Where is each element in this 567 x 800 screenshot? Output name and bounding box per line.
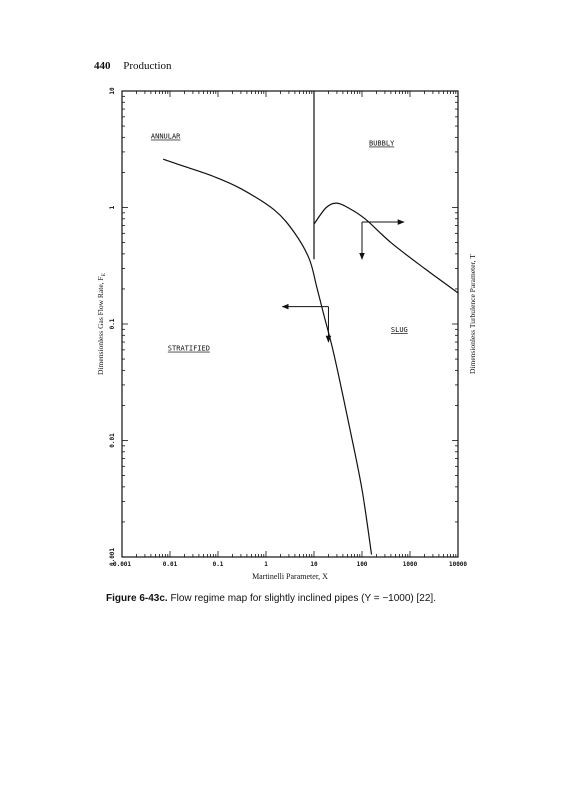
y-tick-label: 0.1 bbox=[109, 318, 116, 329]
page-number: 440 bbox=[94, 60, 111, 72]
boundary-curve-3 bbox=[313, 202, 459, 294]
section-title: Production bbox=[123, 60, 172, 72]
plot-area-border bbox=[121, 90, 459, 558]
figure-caption: Figure 6-43c. Flow regime map for slight… bbox=[106, 593, 436, 604]
y-axis-title-right: Dimensionless Turbulence Parameter, T bbox=[468, 254, 477, 374]
y-tick-label: 10 bbox=[109, 87, 116, 95]
x-tick-label: 0.01 bbox=[163, 561, 178, 568]
chart-frame bbox=[121, 90, 459, 558]
direction-arrows bbox=[281, 219, 405, 343]
x-tick-label: 1000 bbox=[403, 561, 418, 568]
y-tick-label: 0.001 bbox=[109, 548, 116, 566]
boundary-curve-1 bbox=[162, 158, 373, 555]
x-tick-label: 0.1 bbox=[213, 561, 224, 568]
region-label-stratified: STRATIFIED bbox=[168, 345, 210, 353]
y-axis-title-left-subscript: E bbox=[101, 272, 107, 276]
caption-figure-label: Figure 6-43c. bbox=[106, 593, 168, 604]
y-tick-label: 1 bbox=[109, 205, 116, 209]
chart-labels: 0.001 0.01 0.1 1 10 100 1000 10000 0.001 0.01 0.1 1… bbox=[96, 87, 477, 581]
x-tick-label: 10000 bbox=[449, 561, 467, 568]
region-label-slug: SLUG bbox=[391, 326, 408, 334]
region-label-annular: ANNULAR bbox=[151, 133, 181, 141]
x-tick-label: 0.001 bbox=[113, 561, 131, 568]
x-tick-label: 10 bbox=[310, 561, 318, 568]
y-tick-label: 0.01 bbox=[109, 433, 116, 448]
y-axis-title-left: Dimensionless Gas Flow Rate, FE bbox=[96, 272, 107, 375]
x-tick-label: 100 bbox=[357, 561, 368, 568]
x-tick-label: 1 bbox=[264, 561, 268, 568]
x-axis-title: Martinelli Parameter, X bbox=[252, 572, 328, 581]
page-header: 440 Production bbox=[94, 60, 172, 72]
boundary-curves bbox=[162, 91, 459, 555]
caption-text: Flow regime map for slightly inclined pi… bbox=[170, 593, 436, 604]
region-label-bubbly: BUBBLY bbox=[369, 140, 395, 148]
